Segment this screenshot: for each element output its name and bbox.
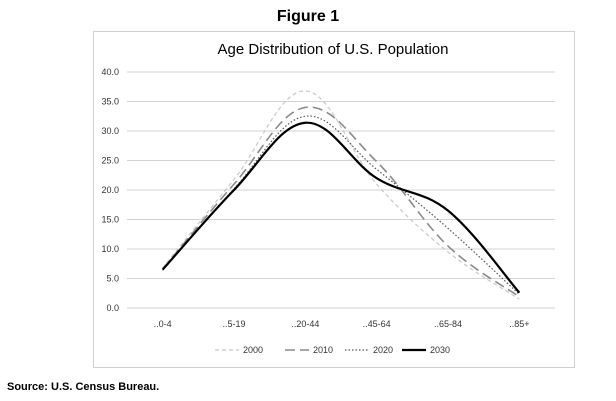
grid xyxy=(127,71,555,309)
y-tick-label: 5.0 xyxy=(106,274,119,284)
series-line-2030 xyxy=(161,121,521,294)
y-axis-ticks: 0.0 5.0 10.0 15.0 20.0 25.0 30.0 35.0 40.0 xyxy=(101,67,119,313)
y-tick-label: 40.0 xyxy=(101,67,119,77)
x-axis-ticks: ..0-4 ..5-19 ..20-44 ..45-64 ..65-84 ..85+ xyxy=(154,319,530,329)
legend-label-2030: 2030 xyxy=(430,345,450,355)
x-tick-label: ..45-64 xyxy=(363,319,391,329)
y-tick-label: 10.0 xyxy=(101,244,119,254)
chart-area xyxy=(93,31,575,368)
y-tick-label: 0.0 xyxy=(106,303,119,313)
series-line-2000 xyxy=(162,90,520,300)
figure-label: Figure 1 xyxy=(276,8,340,25)
x-tick-label: ..20-44 xyxy=(291,319,319,329)
legend-label-2000: 2000 xyxy=(243,345,263,355)
series-lines xyxy=(161,90,521,300)
x-tick-label: ..5-19 xyxy=(222,319,245,329)
legend-label-2020: 2020 xyxy=(373,345,393,355)
y-tick-label: 20.0 xyxy=(101,185,119,195)
x-tick-label: ..0-4 xyxy=(154,319,172,329)
source-note: Source: U.S. Census Bureau. xyxy=(7,381,160,393)
series-line-2010 xyxy=(162,106,520,298)
chart-title: Age Distribution of U.S. Population xyxy=(218,41,449,58)
legend: 2000 2010 2020 2030 xyxy=(215,345,450,355)
y-tick-label: 30.0 xyxy=(101,126,119,136)
legend-label-2010: 2010 xyxy=(313,345,333,355)
x-tick-label: ..85+ xyxy=(509,319,529,329)
y-tick-label: 15.0 xyxy=(101,215,119,225)
y-tick-label: 25.0 xyxy=(101,156,119,166)
x-tick-label: ..65-84 xyxy=(434,319,462,329)
y-tick-label: 35.0 xyxy=(101,97,119,107)
